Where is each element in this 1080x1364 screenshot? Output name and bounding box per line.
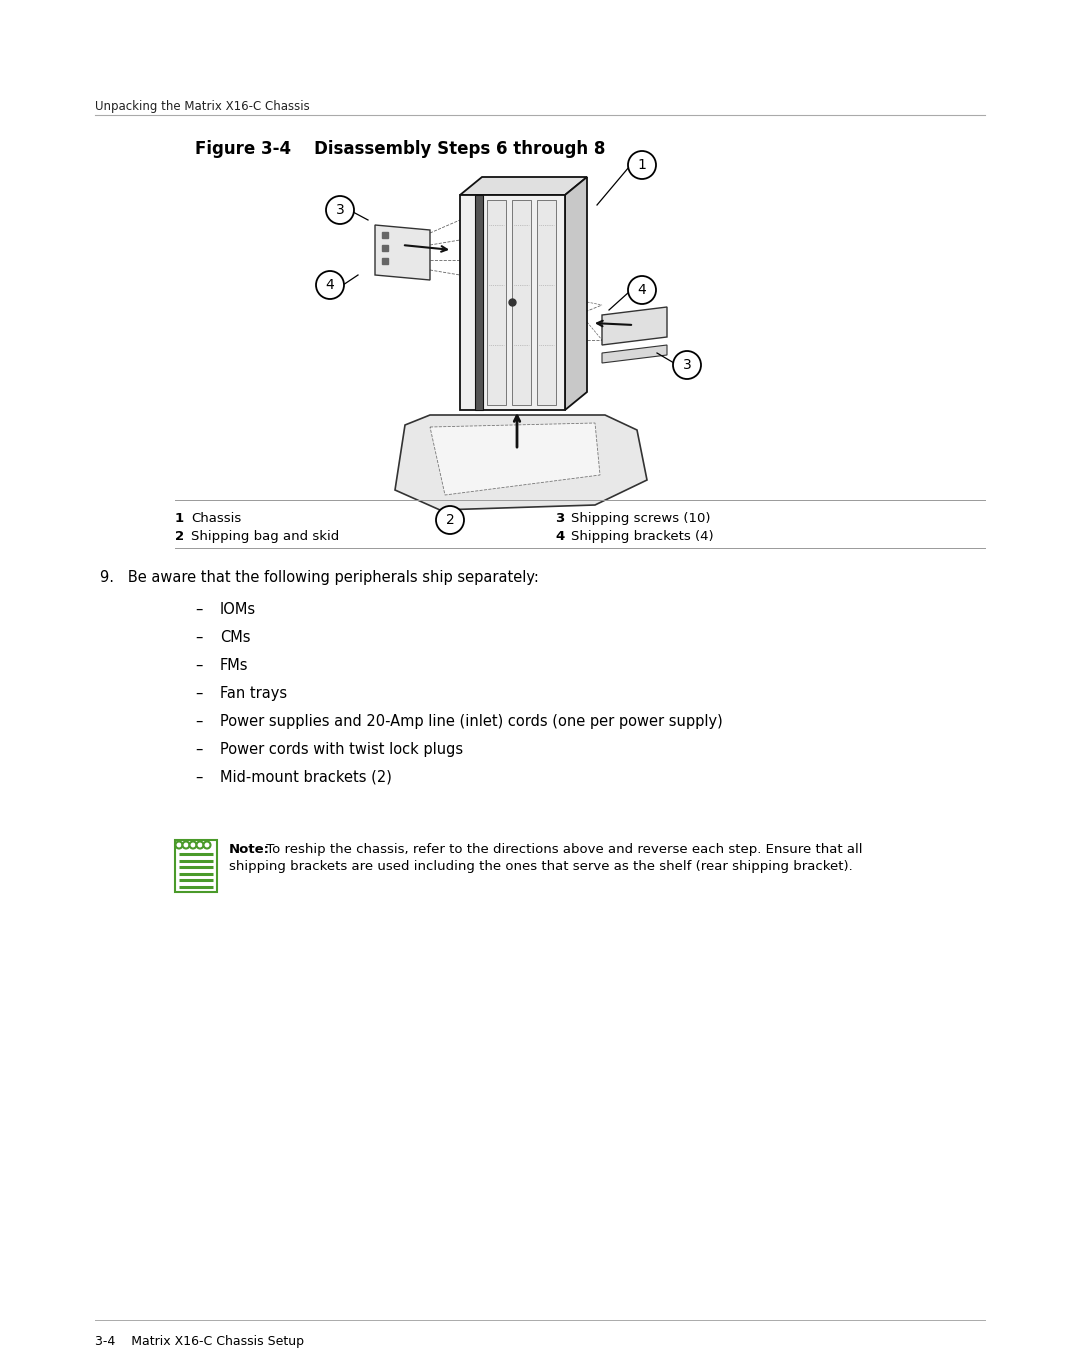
Text: Shipping brackets (4): Shipping brackets (4) (571, 531, 714, 543)
Text: Figure 3-4    Disassembly Steps 6 through 8: Figure 3-4 Disassembly Steps 6 through 8 (195, 140, 606, 158)
Polygon shape (475, 195, 483, 411)
Text: 2: 2 (446, 513, 455, 527)
Text: CMs: CMs (220, 630, 251, 645)
Text: To reship the chassis, refer to the directions above and reverse each step. Ensu: To reship the chassis, refer to the dire… (262, 843, 863, 857)
Circle shape (673, 351, 701, 379)
Text: Shipping bag and skid: Shipping bag and skid (191, 531, 339, 543)
Polygon shape (375, 225, 430, 280)
Text: –: – (195, 630, 202, 645)
Polygon shape (602, 345, 667, 363)
Text: Power cords with twist lock plugs: Power cords with twist lock plugs (220, 742, 463, 757)
Polygon shape (602, 307, 667, 345)
Circle shape (316, 271, 345, 299)
Text: Note:: Note: (229, 843, 270, 857)
Circle shape (175, 842, 183, 848)
Text: 1: 1 (637, 158, 647, 172)
Text: 4: 4 (555, 531, 564, 543)
Text: 4: 4 (326, 278, 335, 292)
Polygon shape (460, 195, 565, 411)
Text: shipping brackets are used including the ones that serve as the shelf (rear ship: shipping brackets are used including the… (229, 859, 853, 873)
Text: 2: 2 (175, 531, 184, 543)
Polygon shape (487, 201, 507, 405)
Polygon shape (460, 177, 588, 195)
Text: –: – (195, 686, 202, 701)
Text: Chassis: Chassis (191, 512, 241, 525)
Text: 1: 1 (175, 512, 184, 525)
Text: Mid-mount brackets (2): Mid-mount brackets (2) (220, 771, 392, 786)
Text: 4: 4 (637, 282, 646, 297)
Polygon shape (512, 201, 531, 405)
Polygon shape (175, 840, 217, 892)
Polygon shape (537, 201, 556, 405)
Text: FMs: FMs (220, 657, 248, 672)
Text: Shipping screws (10): Shipping screws (10) (571, 512, 711, 525)
Circle shape (197, 842, 203, 848)
Text: 3: 3 (336, 203, 345, 217)
Text: 9.   Be aware that the following peripherals ship separately:: 9. Be aware that the following periphera… (100, 570, 539, 585)
Text: –: – (195, 771, 202, 786)
Polygon shape (565, 177, 588, 411)
Text: 3-4    Matrix X16-C Chassis Setup: 3-4 Matrix X16-C Chassis Setup (95, 1335, 303, 1348)
Text: –: – (195, 657, 202, 672)
Circle shape (326, 196, 354, 224)
Text: –: – (195, 742, 202, 757)
Text: –: – (195, 713, 202, 728)
Text: Unpacking the Matrix X16-C Chassis: Unpacking the Matrix X16-C Chassis (95, 100, 310, 113)
Circle shape (183, 842, 189, 848)
Polygon shape (430, 423, 600, 495)
Text: 3: 3 (683, 357, 691, 372)
Text: Fan trays: Fan trays (220, 686, 287, 701)
Text: –: – (195, 602, 202, 617)
Text: 3: 3 (555, 512, 564, 525)
Circle shape (203, 842, 211, 848)
Circle shape (627, 151, 656, 179)
Polygon shape (395, 415, 647, 510)
Circle shape (436, 506, 464, 533)
Circle shape (627, 276, 656, 304)
Circle shape (189, 842, 197, 848)
Text: IOMs: IOMs (220, 602, 256, 617)
Text: Power supplies and 20-Amp line (inlet) cords (one per power supply): Power supplies and 20-Amp line (inlet) c… (220, 713, 723, 728)
